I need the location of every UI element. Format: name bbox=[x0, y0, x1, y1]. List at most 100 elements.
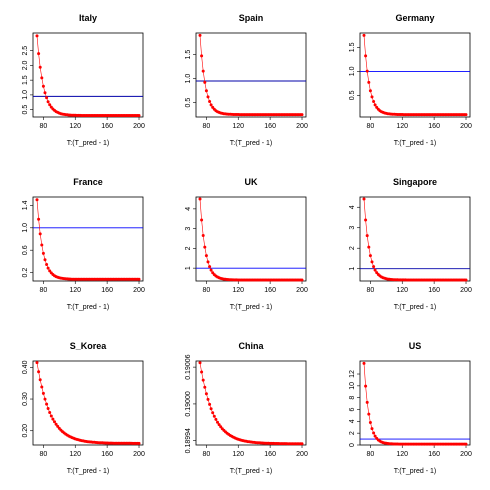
x-tick-label: 80 bbox=[202, 123, 210, 130]
data-point bbox=[209, 407, 213, 411]
data-point bbox=[45, 96, 49, 100]
y-tick-label: 0.6 bbox=[22, 245, 29, 255]
x-axis-label: T:(T_pred - 1) bbox=[230, 140, 272, 147]
data-point bbox=[370, 95, 374, 99]
x-tick-label: 80 bbox=[39, 123, 47, 130]
y-tick-label: 0.18994 bbox=[185, 428, 192, 453]
x-axis-label: T:(T_pred - 1) bbox=[394, 468, 436, 475]
data-point bbox=[203, 80, 207, 84]
y-tick-label: 1.0 bbox=[22, 223, 29, 233]
x-tick-label: 120 bbox=[396, 287, 408, 294]
data-point bbox=[37, 52, 41, 56]
x-tick-label: 160 bbox=[428, 123, 440, 130]
y-tick-label: 1.5 bbox=[349, 42, 356, 52]
data-point bbox=[46, 100, 50, 104]
data-point bbox=[209, 268, 213, 272]
y-tick-label: 1.4 bbox=[22, 200, 29, 210]
data-point bbox=[37, 217, 41, 221]
y-tick-label: 0.40 bbox=[22, 360, 29, 374]
data-point bbox=[203, 245, 207, 249]
x-tick-label: 120 bbox=[232, 123, 244, 130]
data-point bbox=[37, 370, 41, 374]
data-point bbox=[364, 218, 368, 222]
x-tick-label: 200 bbox=[296, 287, 308, 294]
data-point bbox=[204, 392, 208, 396]
data-point bbox=[45, 402, 49, 406]
y-tick-label: 2 bbox=[349, 431, 356, 435]
data-point bbox=[49, 414, 53, 418]
data-point bbox=[198, 33, 202, 37]
data-point bbox=[46, 407, 50, 410]
y-tick-label: 3 bbox=[349, 226, 356, 230]
chart-title: Singapore bbox=[393, 177, 437, 187]
data-point bbox=[201, 234, 205, 237]
x-tick-label: 160 bbox=[264, 123, 276, 130]
data-point bbox=[41, 391, 45, 395]
data-point bbox=[372, 265, 376, 269]
data-point bbox=[300, 278, 304, 282]
x-axis-label: T:(T_pred - 1) bbox=[67, 304, 109, 311]
data-point bbox=[373, 434, 377, 438]
chart-title: US bbox=[409, 341, 422, 351]
data-point bbox=[209, 103, 213, 107]
x-tick-label: 200 bbox=[460, 451, 472, 458]
data-point bbox=[48, 103, 52, 107]
data-point bbox=[198, 197, 202, 201]
y-tick-label: 3 bbox=[185, 227, 192, 231]
panel-china: China T:(T_pred - 1) 80 120 160 200 0.18994 0.1… bbox=[185, 341, 308, 475]
y-tick-label: 2 bbox=[185, 246, 192, 250]
chart-title: S_Korea bbox=[70, 341, 108, 351]
x-tick-label: 200 bbox=[460, 287, 472, 294]
x-tick-label: 120 bbox=[69, 123, 81, 130]
x-axis-label: T:(T_pred - 1) bbox=[67, 140, 109, 147]
data-point bbox=[211, 411, 215, 415]
chart-title: Spain bbox=[239, 13, 264, 23]
x-tick-label: 160 bbox=[428, 287, 440, 294]
panel-germany: Germany T:(T_pred - 1) 80 120 160 200 0.5 1.0 1.… bbox=[349, 13, 472, 147]
data-point bbox=[362, 33, 366, 37]
x-tick-label: 80 bbox=[366, 287, 374, 294]
x-axis-label: T:(T_pred - 1) bbox=[230, 468, 272, 475]
data-point bbox=[217, 423, 221, 427]
data-point bbox=[40, 243, 44, 247]
data-point bbox=[372, 431, 376, 435]
data-point bbox=[46, 266, 50, 270]
series-line bbox=[199, 35, 302, 115]
chart-title: Germany bbox=[395, 13, 434, 23]
data-point bbox=[206, 95, 210, 99]
y-tick-label: 1.0 bbox=[349, 66, 356, 76]
data-point bbox=[208, 402, 212, 406]
x-tick-label: 200 bbox=[133, 123, 145, 130]
x-tick-label: 80 bbox=[39, 287, 47, 294]
data-point bbox=[464, 278, 468, 282]
data-point bbox=[35, 361, 39, 365]
data-point bbox=[40, 76, 44, 80]
y-tick-label: 6 bbox=[349, 407, 356, 411]
y-tick-label: 1.5 bbox=[185, 50, 192, 60]
x-tick-label: 80 bbox=[202, 451, 210, 458]
y-tick-label: 1 bbox=[349, 267, 356, 271]
y-tick-label: 1 bbox=[185, 266, 192, 270]
series-line bbox=[363, 363, 466, 445]
y-tick-label: 0.19006 bbox=[185, 354, 192, 379]
series-line bbox=[36, 362, 139, 444]
chart-title: UK bbox=[245, 177, 258, 187]
data-point bbox=[203, 385, 207, 389]
data-point bbox=[137, 114, 141, 117]
y-tick-label: 1.0 bbox=[22, 90, 29, 100]
data-point bbox=[200, 218, 204, 222]
x-tick-label: 80 bbox=[39, 451, 47, 458]
x-tick-label: 200 bbox=[460, 123, 472, 130]
x-tick-label: 160 bbox=[101, 451, 113, 458]
y-tick-label: 4 bbox=[349, 205, 356, 209]
x-tick-label: 160 bbox=[428, 451, 440, 458]
y-tick-label: 2.0 bbox=[22, 60, 29, 70]
x-tick-label: 200 bbox=[133, 451, 145, 458]
data-point bbox=[56, 424, 60, 428]
x-tick-label: 80 bbox=[366, 123, 374, 130]
data-point bbox=[35, 34, 39, 38]
y-tick-label: 0.5 bbox=[349, 90, 356, 100]
series-line bbox=[36, 35, 139, 116]
series-line bbox=[363, 35, 466, 115]
data-point bbox=[214, 417, 218, 421]
